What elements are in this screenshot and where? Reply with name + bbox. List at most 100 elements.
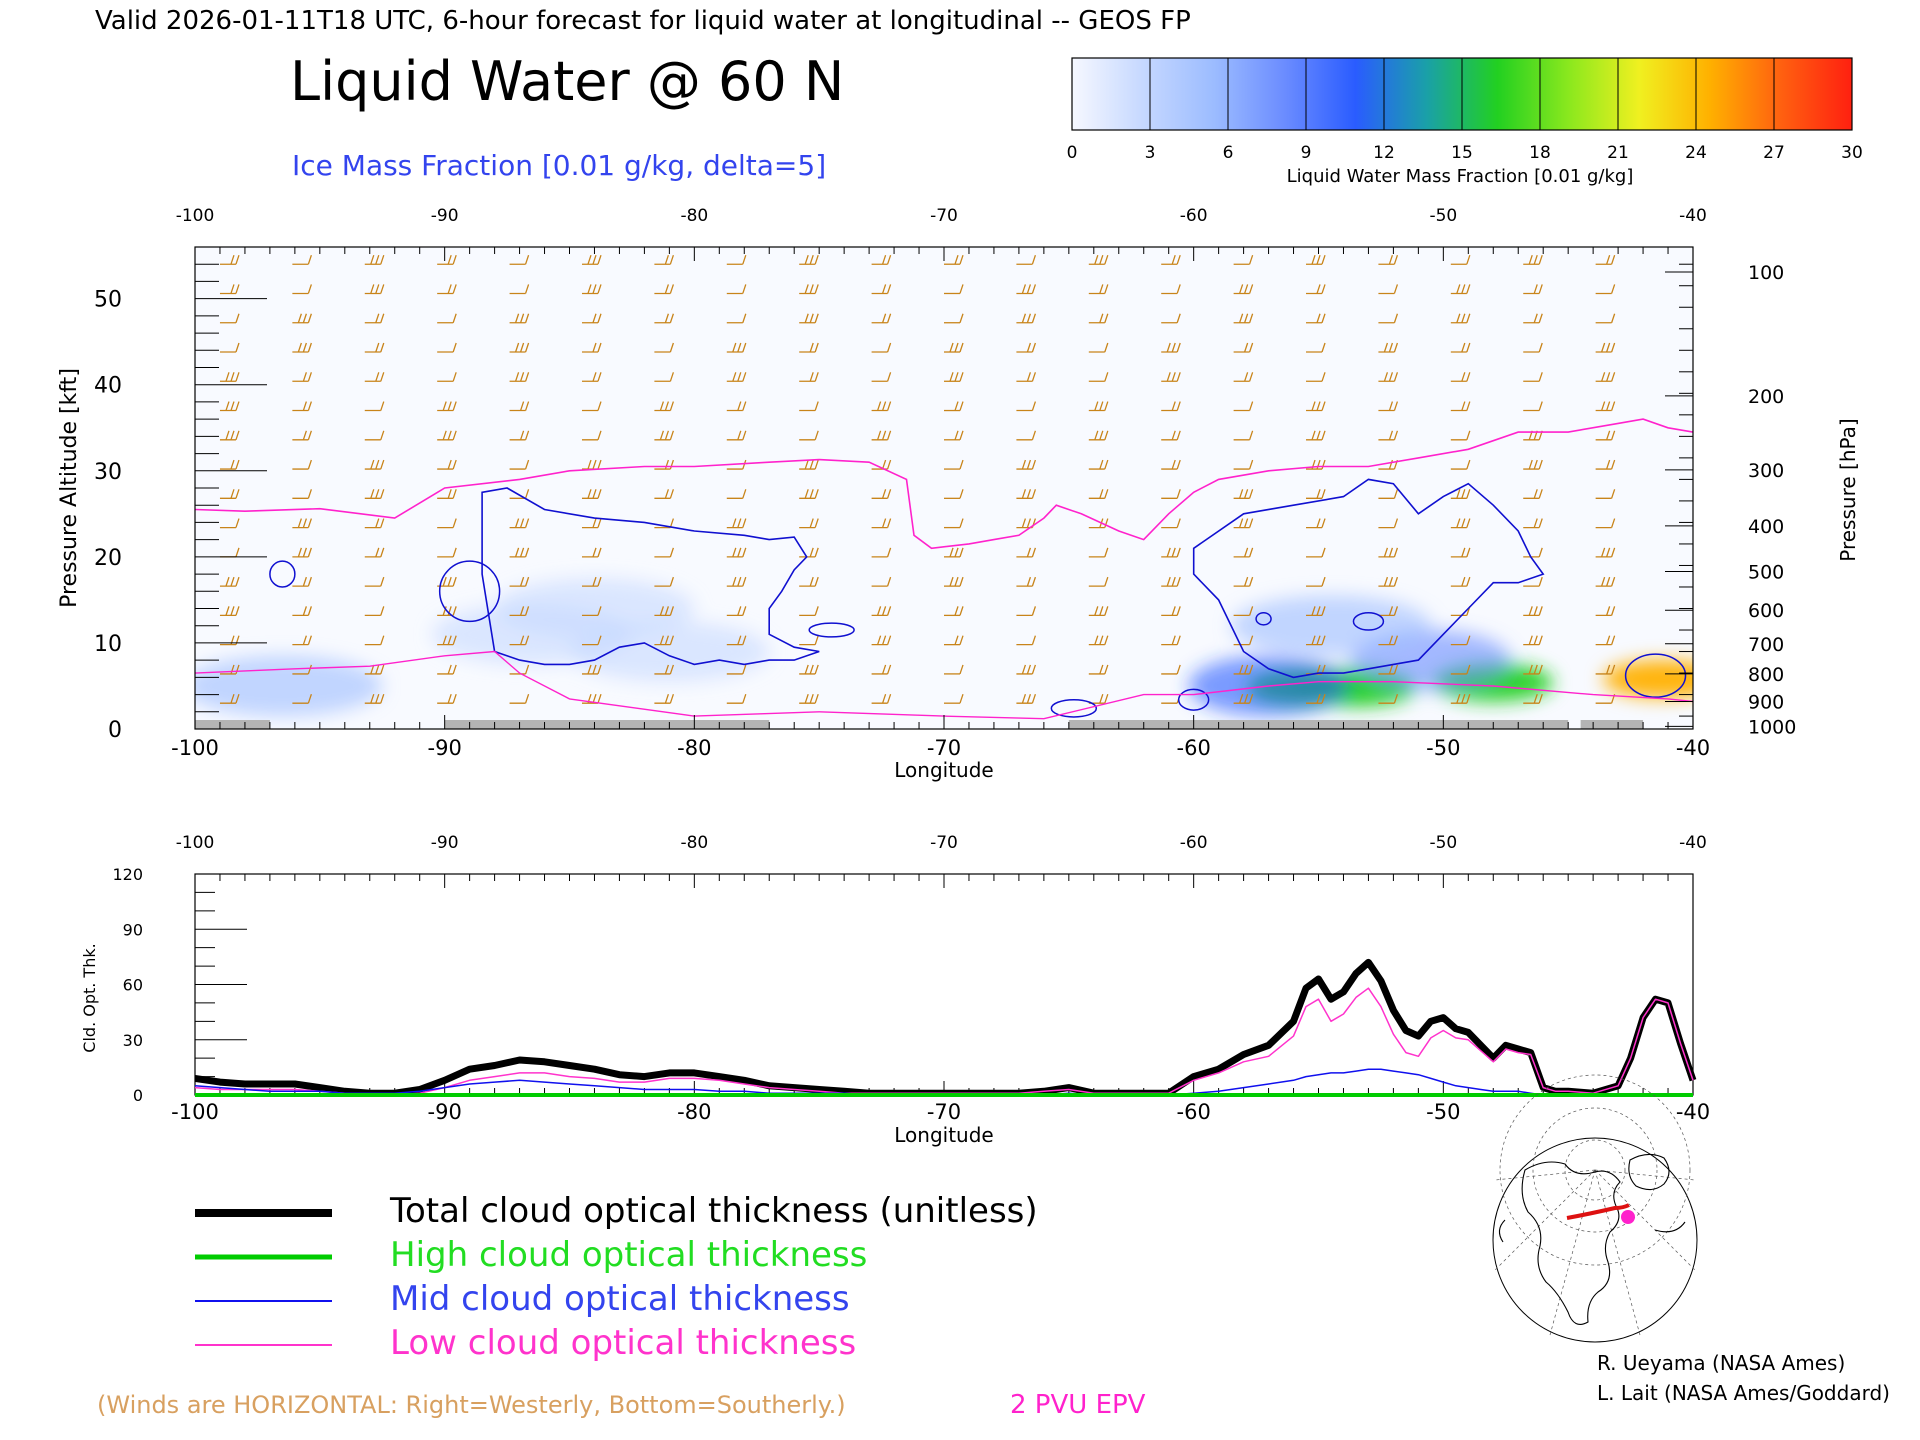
wind-barb [581, 372, 602, 382]
wind-barb [292, 635, 312, 646]
wind-barb [581, 342, 602, 353]
colorbar-tick-label: 3 [1145, 143, 1156, 163]
wind-barb [509, 255, 530, 265]
wind-barb [726, 547, 747, 558]
wind-barb [654, 342, 675, 353]
wind-barb [364, 576, 385, 587]
wind-barb [1016, 430, 1037, 441]
wind-barb [1378, 635, 1399, 646]
wind-barb [364, 284, 385, 295]
colorbar-tick-label: 24 [1685, 143, 1707, 163]
wind-barb [1233, 401, 1254, 412]
wind-barb [1088, 342, 1109, 353]
wind-barb [292, 284, 312, 295]
wind-barb [1306, 606, 1326, 617]
liquid-water-blob [1231, 595, 1431, 656]
wind-barb [871, 518, 892, 529]
wind-barb [581, 313, 602, 324]
wind-barb [437, 430, 457, 441]
wind-barb [1306, 255, 1326, 265]
wind-barb [799, 518, 819, 529]
wind-barb [1450, 430, 1471, 441]
wind-barb [1016, 606, 1037, 617]
wind-barb [437, 342, 457, 353]
wind-barb [1161, 255, 1181, 265]
wind-barb [219, 459, 240, 470]
top-y-tick-label: 50 [94, 288, 122, 313]
wind-barb [364, 372, 385, 382]
wind-barb [654, 664, 675, 675]
wind-barb [1450, 518, 1471, 529]
wind-barb [437, 635, 457, 646]
wind-barb [1306, 313, 1326, 324]
wind-barb [581, 255, 602, 265]
wind-barb [581, 489, 602, 499]
wind-barb [509, 284, 530, 295]
wind-barb [799, 489, 819, 499]
wind-barb [364, 489, 385, 499]
top-pressure-tick-label: 1000 [1748, 716, 1796, 738]
wind-barb [292, 255, 312, 265]
wind-barb [726, 459, 747, 470]
wind-barb [1016, 489, 1037, 499]
wind-barb [871, 547, 892, 558]
wind-barb [219, 693, 240, 704]
top-x-tick-label: -60 [1177, 736, 1211, 760]
wind-barb [944, 372, 964, 382]
wind-barb [1016, 372, 1037, 382]
wind-barb [726, 255, 747, 265]
wind-barb [944, 255, 964, 265]
wind-barb [1450, 459, 1471, 470]
map-track-line [1566, 1203, 1630, 1220]
wind-barb [292, 606, 312, 617]
top-y-tick-label: 10 [94, 632, 122, 657]
wind-barb [1233, 342, 1254, 353]
wind-barb [1450, 635, 1471, 646]
epv-2pvu-line [195, 418, 1693, 550]
ice-contour-small [1624, 653, 1687, 698]
wind-barb [944, 342, 964, 353]
wind-barb [581, 606, 602, 617]
wind-barb [1523, 606, 1543, 617]
wind-barb [944, 284, 964, 295]
ice-contour-small [269, 560, 296, 588]
wind-barb [581, 635, 602, 646]
wind-barb [1088, 430, 1109, 441]
wind-barb [726, 693, 747, 704]
wind-barb [1088, 547, 1109, 558]
ice-contour-small [1352, 612, 1385, 631]
wind-barb [871, 255, 892, 265]
wind-barb [1088, 576, 1109, 587]
valid-line: Valid 2026-01-11T18 UTC, 6-hour forecast… [95, 6, 1191, 36]
wind-barb [1378, 664, 1399, 675]
wind-barb [1523, 576, 1543, 587]
wind-barb [437, 284, 457, 295]
wind-barb [871, 401, 892, 412]
wind-barb [654, 547, 675, 558]
bottom-axes: -100 -100 -90 -90 -80 -80 -70 -70 -60 -60 -50 -50 -4… [112, 833, 1710, 1124]
wind-barb [1016, 342, 1037, 353]
top-y-tick-label: 0 [108, 718, 122, 743]
wind-barb [1161, 606, 1181, 617]
wind-barb [437, 255, 457, 265]
wind-barb [944, 489, 964, 499]
wind-barb [944, 606, 964, 617]
wind-barb [581, 430, 602, 441]
wind-barb [871, 693, 892, 704]
wind-barb [799, 372, 819, 382]
top-x-tick-label-upper: -90 [431, 206, 459, 226]
wind-barb [1233, 284, 1254, 295]
wind-barb [1088, 606, 1109, 617]
wind-barb [1016, 313, 1037, 324]
wind-barb [654, 606, 675, 617]
wind-barb [1523, 518, 1543, 529]
wind-barb [1306, 459, 1326, 470]
wind-barb [871, 664, 892, 675]
wind-barb [1233, 693, 1254, 704]
wind-barb [1161, 547, 1181, 558]
wind-barb [1161, 576, 1181, 587]
wind-barb [219, 606, 240, 617]
top-y-tick-label: 40 [94, 374, 122, 399]
wind-barb [1450, 401, 1471, 412]
wind-barb [437, 459, 457, 470]
